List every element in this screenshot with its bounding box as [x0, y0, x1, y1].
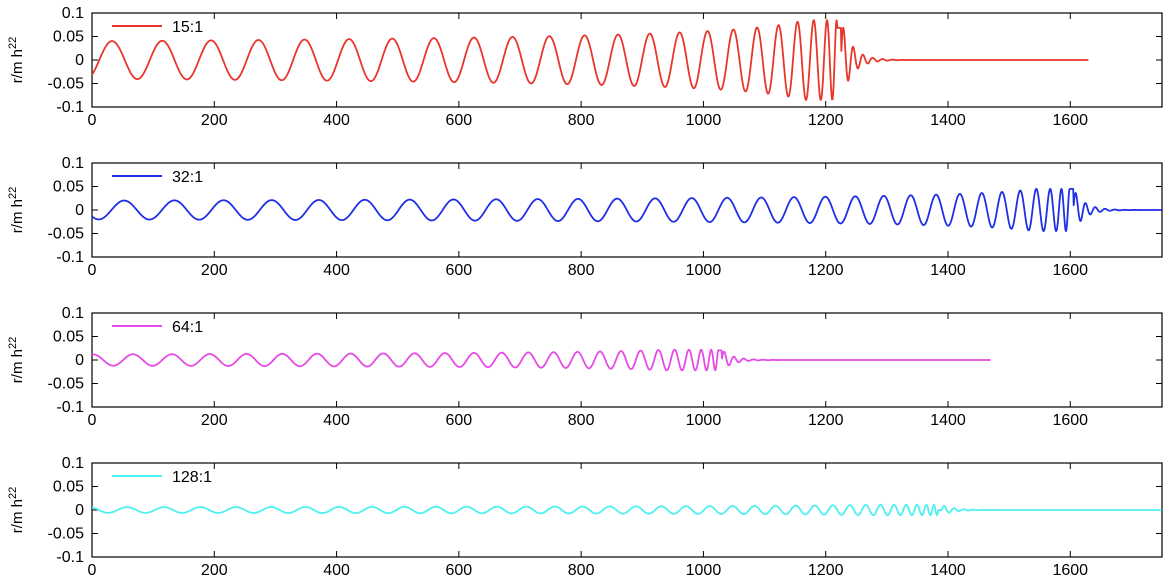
- x-tick-label: 1600: [1052, 412, 1088, 429]
- y-tick-label: 0.1: [62, 455, 84, 472]
- x-tick-label: 200: [201, 262, 228, 279]
- x-tick-label: 1200: [808, 412, 844, 429]
- x-tick-label: 200: [201, 112, 228, 129]
- y-tick-label: 0: [75, 352, 84, 369]
- y-tick-label: -0.05: [48, 376, 85, 393]
- y-tick-label: -0.1: [56, 399, 84, 416]
- y-axis-label: r/m h22: [7, 487, 26, 533]
- x-tick-label: 1400: [930, 412, 966, 429]
- y-tick-label: -0.05: [48, 76, 85, 93]
- x-tick-label: 400: [323, 412, 350, 429]
- x-tick-label: 600: [446, 412, 473, 429]
- panel-4: 0 200 400 600 800 1000 1200 1400 16000.10.050-0.…: [7, 455, 1163, 579]
- y-tick-label: 0.05: [53, 179, 84, 196]
- x-tick-label: 800: [568, 412, 595, 429]
- x-tick-label: 1600: [1052, 112, 1088, 129]
- legend-label: 15:1: [172, 19, 203, 36]
- y-axis-label: r/m h22: [7, 187, 26, 233]
- x-tick-label: 1200: [808, 562, 844, 579]
- panel-3: 0 200 400 600 800 1000 1200 1400 16000.10.050-0.…: [7, 305, 1163, 429]
- x-tick-label: 0: [88, 262, 97, 279]
- x-tick-label: 0: [88, 112, 97, 129]
- x-tick-label: 1400: [930, 112, 966, 129]
- x-tick-label: 1600: [1052, 562, 1088, 579]
- y-tick-label: -0.1: [56, 249, 84, 266]
- panel-1: 0 200 400 600 800 1000 1200 1400 16000.10.050-0.…: [7, 5, 1163, 129]
- x-tick-label: 800: [568, 562, 595, 579]
- y-tick-label: 0.05: [53, 479, 84, 496]
- y-axis-label: r/m h22: [7, 37, 26, 83]
- legend-label: 64:1: [172, 319, 203, 336]
- y-tick-label: 0.1: [62, 155, 84, 172]
- y-tick-label: -0.1: [56, 549, 84, 566]
- x-tick-label: 1000: [686, 262, 722, 279]
- y-axis-label: r/m h22: [7, 337, 26, 383]
- x-tick-label: 1000: [686, 112, 722, 129]
- series-line-15-1: [91, 19, 1089, 101]
- series-line-64-1: [91, 348, 991, 372]
- y-tick-label: 0: [75, 52, 84, 69]
- y-tick-label: 0.1: [62, 305, 84, 322]
- y-tick-label: 0.05: [53, 29, 84, 46]
- x-tick-label: 0: [88, 412, 97, 429]
- series-line-128-1: [91, 503, 1163, 517]
- y-tick-label: -0.1: [56, 99, 84, 116]
- x-tick-label: 600: [446, 262, 473, 279]
- x-tick-label: 1200: [808, 112, 844, 129]
- y-tick-label: 0: [75, 502, 84, 519]
- x-tick-label: 1400: [930, 562, 966, 579]
- x-tick-label: 600: [446, 562, 473, 579]
- x-tick-label: 800: [568, 112, 595, 129]
- x-tick-label: 200: [201, 562, 228, 579]
- y-tick-label: 0.05: [53, 329, 84, 346]
- series-line-32-1: [91, 187, 1163, 233]
- y-tick-label: 0.1: [62, 5, 84, 22]
- x-tick-label: 800: [568, 262, 595, 279]
- x-tick-label: 200: [201, 412, 228, 429]
- x-tick-label: 1400: [930, 262, 966, 279]
- x-tick-label: 1000: [686, 562, 722, 579]
- x-tick-label: 1200: [808, 262, 844, 279]
- x-tick-label: 400: [323, 262, 350, 279]
- x-tick-label: 1600: [1052, 262, 1088, 279]
- x-tick-label: 600: [446, 112, 473, 129]
- y-tick-label: 0: [75, 202, 84, 219]
- x-tick-label: 400: [323, 562, 350, 579]
- x-tick-label: 1000: [686, 412, 722, 429]
- legend-label: 32:1: [172, 169, 203, 186]
- legend-label: 128:1: [172, 469, 212, 486]
- panel-2: 0 200 400 600 800 1000 1200 1400 16000.10.050-0.…: [7, 155, 1163, 279]
- y-tick-label: -0.05: [48, 226, 85, 243]
- y-tick-label: -0.05: [48, 526, 85, 543]
- x-tick-label: 0: [88, 562, 97, 579]
- x-tick-label: 400: [323, 112, 350, 129]
